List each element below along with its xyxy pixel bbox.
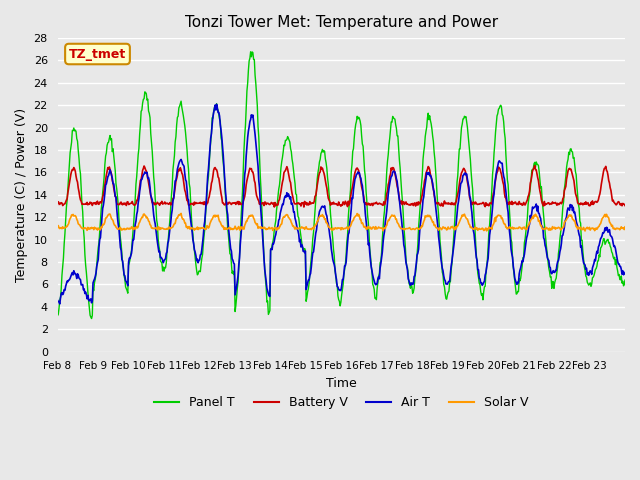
Y-axis label: Temperature (C) / Power (V): Temperature (C) / Power (V) xyxy=(15,108,28,282)
X-axis label: Time: Time xyxy=(326,377,356,390)
Title: Tonzi Tower Met: Temperature and Power: Tonzi Tower Met: Temperature and Power xyxy=(185,15,498,30)
Text: TZ_tmet: TZ_tmet xyxy=(69,48,126,60)
Legend: Panel T, Battery V, Air T, Solar V: Panel T, Battery V, Air T, Solar V xyxy=(149,391,533,414)
